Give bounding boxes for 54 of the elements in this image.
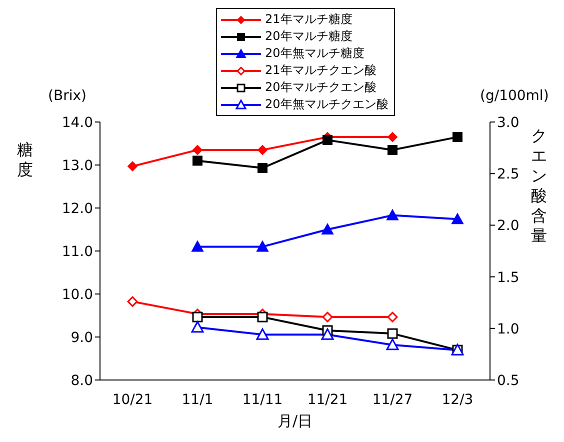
point (322, 224, 334, 234)
point (192, 144, 202, 155)
legend-label: 20年無マルチクエン酸 (265, 96, 388, 113)
point (258, 144, 268, 155)
point (256, 328, 269, 340)
y-axis-title: 糖度 (16, 140, 34, 180)
point (127, 296, 138, 307)
x-axis-title: 月/日 (276, 412, 314, 431)
point (388, 144, 398, 155)
y-tick-label: 8.0 (70, 372, 93, 389)
point (452, 213, 464, 224)
legend-label: 20年無マルチ糖度 (265, 45, 364, 62)
point (257, 312, 268, 322)
point (386, 209, 398, 220)
point (191, 321, 204, 333)
point (387, 328, 398, 339)
legend-label: 20年マルチクエン酸 (265, 79, 376, 96)
y2-tick-label: 2.5 (497, 166, 520, 183)
point (128, 161, 138, 172)
x-tick-label: 11/27 (372, 392, 413, 408)
point (256, 240, 268, 252)
point (192, 156, 202, 166)
y-tick-label: 10.0 (62, 286, 93, 303)
legend-label: 21年マルチクエン酸 (265, 62, 376, 79)
x-tick-label: 10/21 (112, 392, 153, 408)
x-tick-label: 12/3 (442, 392, 474, 408)
point (452, 132, 462, 142)
y2-tick-label: 2.0 (497, 218, 520, 234)
text: (Brix) (48, 88, 86, 104)
y2-tick-label: 1.5 (497, 270, 520, 286)
y2-tick-label: 3.0 (497, 114, 520, 131)
y2-tick-label: 0.5 (497, 372, 520, 389)
point (322, 135, 332, 146)
point (387, 312, 398, 322)
point (192, 312, 203, 322)
point (258, 163, 268, 174)
legend-label: 20年マルチ糖度 (265, 28, 352, 45)
point (321, 328, 334, 340)
x-tick-label: 11/1 (182, 392, 214, 408)
legend-label: 21年マルチ糖度 (265, 11, 352, 28)
text: (g/100ml) (480, 88, 549, 104)
point (388, 132, 398, 142)
y-tick-label: 14.0 (62, 114, 93, 131)
y2-tick-label: 1.0 (497, 321, 520, 338)
point (386, 338, 399, 350)
y-tick-label: 12.0 (62, 200, 93, 217)
x-tick-label: 11/21 (307, 392, 348, 408)
y-tick-label: 11.0 (62, 244, 93, 260)
point (192, 240, 204, 252)
y-tick-label: 13.0 (62, 158, 93, 174)
point (322, 312, 333, 322)
y2-axis-title: クエン酸含量 (530, 126, 548, 246)
x-tick-label: 11/11 (242, 392, 283, 408)
y-tick-label: 9.0 (70, 330, 93, 346)
